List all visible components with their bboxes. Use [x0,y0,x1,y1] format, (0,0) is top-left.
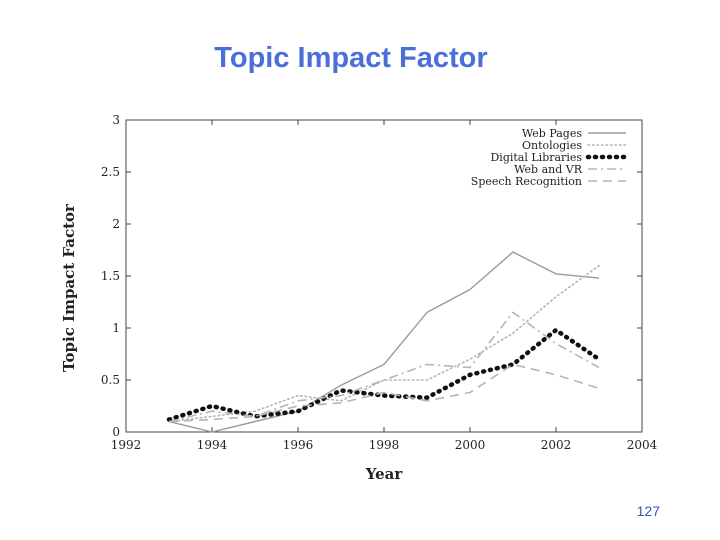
page-number: 127 [636,503,660,519]
y-tick-label: 1.5 [101,269,120,283]
x-axis: 1992 1994 1996 1998 2000 2002 2004 [111,120,658,452]
slide-title: Topic Impact Factor [214,42,488,74]
x-tick-label: 1998 [369,438,400,452]
y-tick-label: 2 [112,217,120,231]
legend-label-web-pages: Web Pages [522,127,582,140]
y-tick-label: 2.5 [101,165,120,179]
y-tick-label: 3 [112,113,120,127]
y-tick-label: 0 [112,425,120,439]
series-line-digital-libraries [166,327,602,422]
x-tick-label: 2002 [541,438,572,452]
legend-label-digital-libraries: Digital Libraries [490,151,582,164]
series-line-web-pages [168,251,600,433]
x-tick-label: 2000 [455,438,486,452]
legend-label-ontologies: Ontologies [522,139,582,152]
x-tick-label: 1992 [111,438,142,452]
series-line-speech-recognition [168,363,600,423]
x-tick-label: 2004 [627,438,658,452]
legend-label-speech-recognition: Speech Recognition [471,175,582,188]
series-line-web-and-vr [168,311,600,423]
y-axis-title: Topic Impact Factor [60,203,78,372]
x-tick-label: 1996 [283,438,314,452]
y-tick-label: 1 [112,321,120,335]
x-axis-title: Year [365,465,404,483]
y-axis: 0 0.5 1 1.5 2 2.5 3 [101,113,642,439]
x-tick-label: 1994 [197,438,228,452]
legend-label-web-and-vr: Web and VR [514,163,583,176]
y-tick-label: 0.5 [101,373,120,387]
series-layer [166,251,602,433]
series-line-ontologies [168,264,600,423]
